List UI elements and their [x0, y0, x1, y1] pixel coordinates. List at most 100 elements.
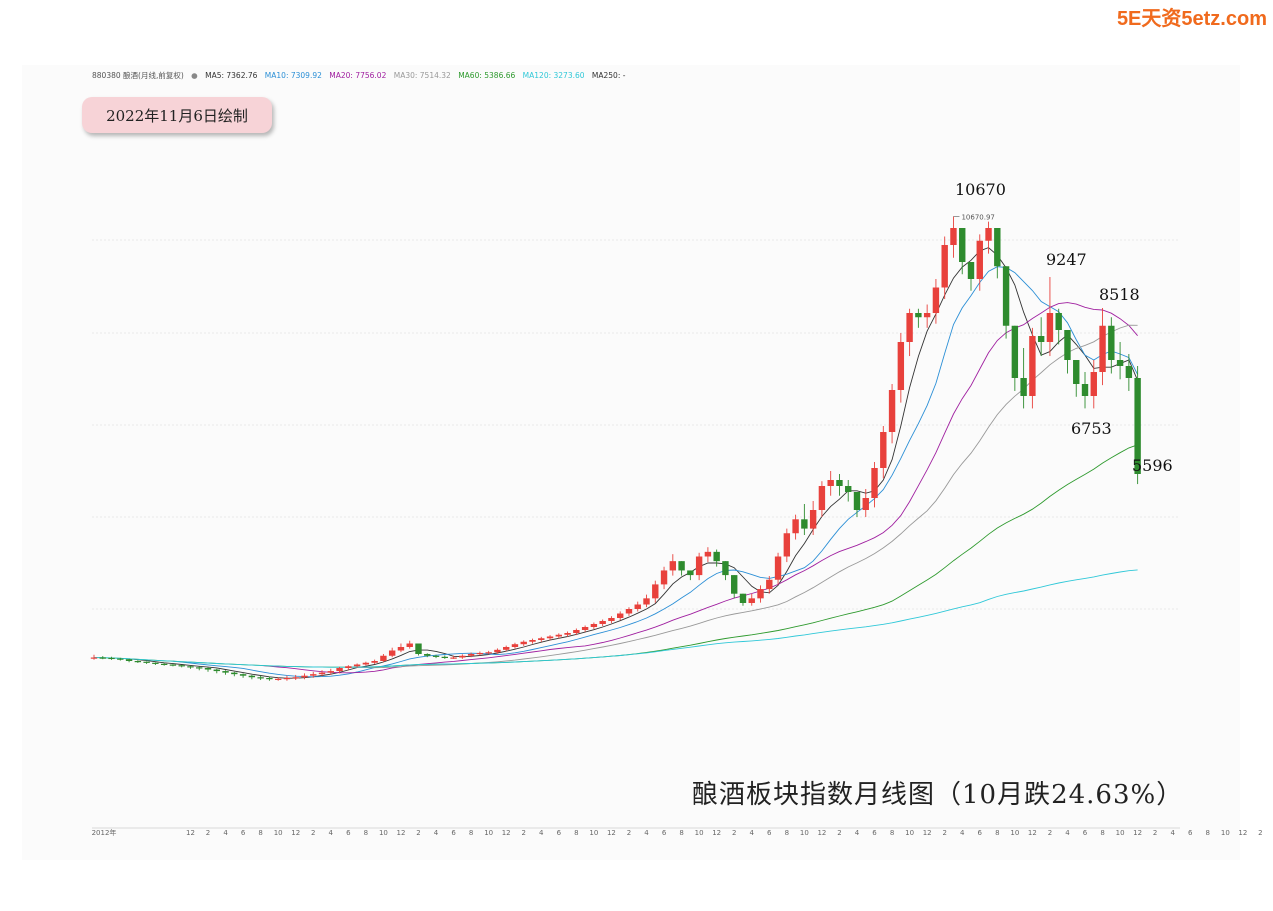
candle-17	[239, 673, 247, 678]
x-tick-label-33: 4	[750, 829, 755, 837]
x-tick-label-38: 2	[837, 829, 841, 837]
x-tick-label-46: 6	[978, 829, 983, 837]
candle-86	[845, 480, 852, 502]
legend-ma5: MA5: 7362.76	[205, 71, 258, 80]
candle-108	[1037, 317, 1045, 357]
x-tick-label-27: 4	[644, 829, 649, 837]
x-tick-label-30: 10	[695, 829, 704, 837]
x-tick-label-0: 2012年	[92, 828, 117, 837]
candle-15	[222, 670, 229, 675]
candle-68	[687, 570, 694, 581]
x-tick-label-24: 10	[589, 829, 598, 837]
x-tick-label-55: 12	[1133, 829, 1142, 837]
candle-100	[967, 262, 975, 291]
x-tick-label-60: 10	[1221, 829, 1230, 837]
legend-ma30: MA30: 7514.32	[393, 71, 451, 80]
candle-115	[1099, 307, 1106, 386]
annotation-9247: 9247	[1046, 250, 1087, 269]
date-badge: 2022年11月6日绘制	[82, 97, 272, 133]
candle-81	[801, 504, 808, 536]
candle-76	[757, 585, 764, 603]
candle-73	[731, 575, 738, 599]
candle-14	[213, 668, 220, 674]
candle-101	[976, 234, 983, 291]
annotation-5596: 5596	[1132, 456, 1173, 475]
candle-28	[336, 666, 343, 674]
candle-6	[143, 661, 150, 664]
candle-87	[853, 492, 861, 517]
candle-62	[634, 601, 641, 612]
candle-3	[117, 657, 124, 661]
candle-11	[187, 665, 194, 669]
annotation-8518: 8518	[1099, 285, 1140, 304]
annotation-markers: 10670.97	[953, 214, 995, 222]
x-tick-label-48: 10	[1010, 829, 1019, 837]
x-tick-label-35: 8	[785, 829, 789, 837]
x-tick-label-7: 12	[291, 829, 300, 837]
x-tick-label-62: 2	[1258, 829, 1262, 837]
candle-84	[827, 471, 834, 496]
x-tick-label-56: 2	[1153, 829, 1157, 837]
x-tick-label-12: 10	[379, 829, 388, 837]
candle-114	[1090, 360, 1097, 409]
x-tick-label-32: 2	[732, 829, 736, 837]
candle-10	[178, 664, 185, 668]
candle-53	[555, 633, 563, 639]
candle-96	[932, 279, 940, 324]
x-tick-label-23: 8	[574, 829, 578, 837]
candle-77	[766, 576, 773, 594]
candle-43	[467, 652, 475, 658]
candle-48	[511, 642, 519, 649]
candle-12	[196, 666, 203, 671]
candle-70	[704, 547, 712, 563]
candle-8	[160, 663, 168, 666]
candle-20	[266, 676, 273, 681]
x-tick-label-10: 6	[346, 829, 351, 837]
candle-39	[432, 654, 440, 659]
candle-89	[871, 462, 878, 508]
x-tick-label-28: 6	[662, 829, 667, 837]
x-tick-label-42: 10	[905, 829, 914, 837]
candle-66	[669, 554, 677, 576]
x-tick-label-26: 2	[627, 829, 631, 837]
x-tick-label-17: 8	[469, 829, 473, 837]
candle-35	[397, 643, 405, 653]
candle-112	[1073, 360, 1080, 397]
candle-99	[959, 228, 966, 275]
candle-88	[862, 489, 869, 517]
x-tick-label-50: 2	[1048, 829, 1052, 837]
candle-24	[301, 673, 308, 680]
peak-value-label: 10670.97	[961, 214, 994, 222]
candle-23	[292, 674, 299, 681]
candle-102	[985, 221, 992, 254]
candle-56	[581, 625, 589, 632]
x-tick-label-34: 6	[767, 829, 772, 837]
candle-49	[520, 640, 527, 646]
ma10-line	[172, 266, 1138, 678]
candle-71	[713, 549, 720, 567]
candle-1	[99, 656, 106, 660]
x-tick-label-20: 2	[521, 829, 525, 837]
candle-105	[1011, 325, 1019, 391]
candle-64	[652, 580, 659, 603]
x-axis: 2012年 12 2 4 6 8 10 12 2 4 6 8 10 12 2 4 6 8 10 12 2 4 6 8 10 12 2…	[92, 827, 1263, 837]
candle-45	[485, 650, 492, 655]
candle-21	[274, 677, 282, 681]
candle-5	[134, 660, 142, 663]
candle-95	[923, 304, 931, 328]
candle-67	[678, 561, 685, 576]
candle-22	[283, 675, 291, 681]
candle-36	[406, 640, 413, 649]
x-tick-label-43: 12	[923, 829, 932, 837]
x-tick-label-49: 12	[1028, 829, 1037, 837]
legend-ma120: MA120: 3273.60	[522, 71, 585, 80]
candle-9	[169, 664, 177, 667]
legend-ma20: MA20: 7756.02	[329, 71, 387, 80]
x-tick-label-51: 4	[1065, 829, 1070, 837]
candle-50	[529, 638, 536, 644]
candle-18	[248, 674, 256, 680]
x-tick-label-36: 10	[800, 829, 809, 837]
x-tick-label-15: 4	[434, 829, 439, 837]
candle-113	[1081, 372, 1089, 409]
